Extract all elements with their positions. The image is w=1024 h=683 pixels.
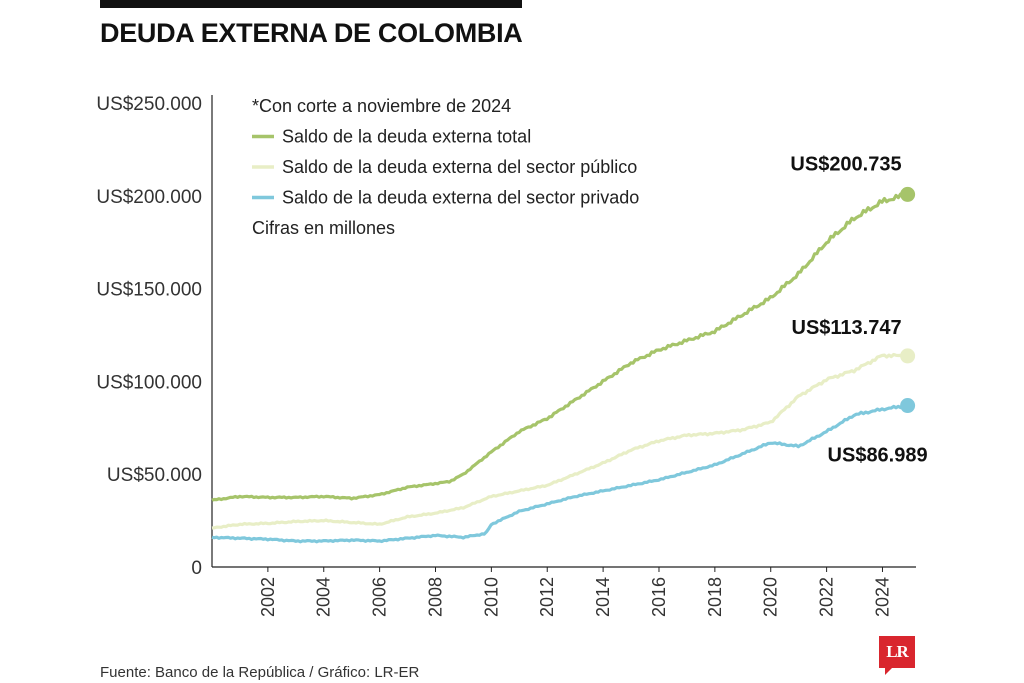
legend-item-label: Saldo de la deuda externa del sector pri… <box>282 188 639 208</box>
series-end-point <box>900 398 916 414</box>
series-end-point <box>900 348 916 364</box>
series-end-label: US$200.735 <box>790 153 901 175</box>
legend-item-label: Saldo de la deuda externa total <box>282 127 531 147</box>
x-tick-label: 2004 <box>314 577 334 617</box>
y-tick-label: US$200.000 <box>96 187 202 208</box>
y-tick-label: US$150.000 <box>96 280 202 301</box>
legend-note-units: Cifras en millones <box>252 218 395 238</box>
legend-item-label: Saldo de la deuda externa del sector púb… <box>282 157 637 177</box>
x-axis: 2002 2004 2006 2008 2010 2012 2014 2016 2018 2020… <box>212 566 916 617</box>
x-tick-label: 2024 <box>872 577 892 617</box>
y-tick-label: US$50.000 <box>107 465 202 486</box>
series-line <box>211 403 908 544</box>
lr-logo: LR <box>879 636 915 675</box>
chart-title: DEUDA EXTERNA DE COLOMBIA <box>100 18 523 48</box>
series-end-point <box>900 186 916 202</box>
x-tick-label: 2006 <box>370 577 390 617</box>
y-axis: 0 US$50.000 US$100.000 US$150.000 US$200.000… <box>96 94 213 579</box>
x-tick-label: 2018 <box>705 577 725 617</box>
y-tick-label: US$100.000 <box>96 372 202 393</box>
y-tick-label: 0 <box>191 558 202 579</box>
x-tick-label: 2012 <box>537 577 557 617</box>
y-tick-label: US$250.000 <box>96 94 202 115</box>
x-tick-label: 2010 <box>481 577 501 617</box>
x-tick-label: 2020 <box>761 577 781 617</box>
source-note: Fuente: Banco de la República / Gráfico:… <box>100 664 420 681</box>
series-group <box>211 186 916 544</box>
x-tick-label: 2016 <box>649 577 669 617</box>
series-line <box>211 352 908 530</box>
legend: *Con corte a noviembre de 2024 Saldo de l… <box>252 96 639 238</box>
end-labels: US$200.735 US$113.747 US$86.989 <box>790 153 927 466</box>
x-tick-label: 2014 <box>593 577 613 617</box>
series-line <box>211 192 909 502</box>
series-end-label: US$86.989 <box>828 445 928 467</box>
series-end-label: US$113.747 <box>792 317 902 339</box>
top-bar <box>100 0 522 8</box>
x-tick-label: 2008 <box>425 577 445 617</box>
x-tick-label: 2002 <box>258 577 278 617</box>
x-tick-label: 2022 <box>817 577 837 617</box>
legend-note-cutoff: *Con corte a noviembre de 2024 <box>252 96 511 116</box>
